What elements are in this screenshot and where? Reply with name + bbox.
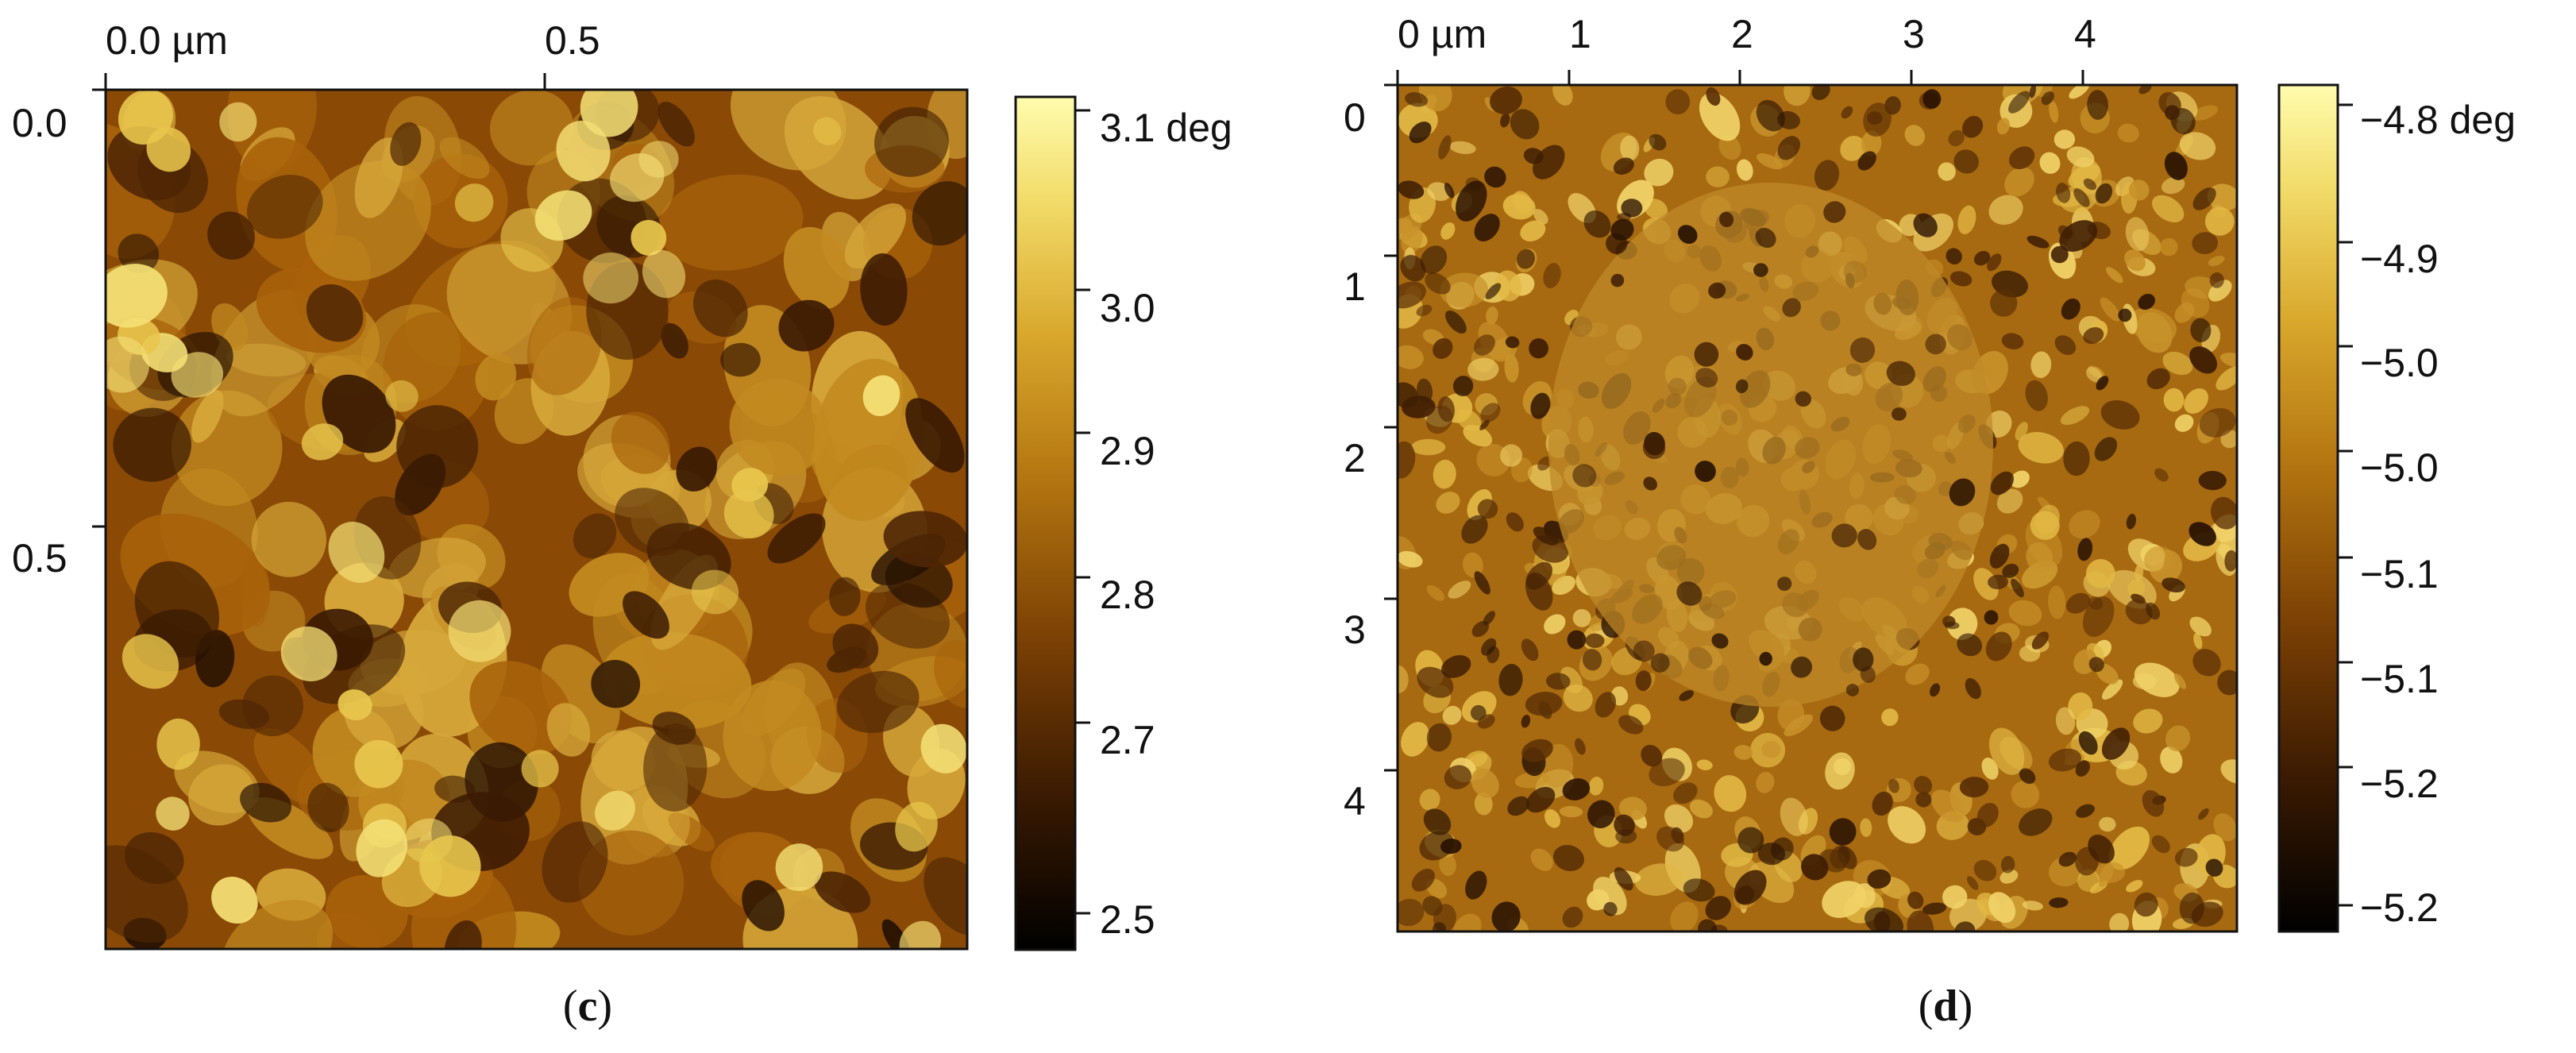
colorbar-tick-label: −4.8 deg (2360, 98, 2516, 142)
x-axis-c: 0.0 µm 0.5 (104, 18, 600, 90)
colorbar-tick-label: −5.2 (2360, 885, 2439, 930)
x-tick-label: 2 (1731, 12, 1753, 56)
colorbar-tick-label: 3.1 deg (1100, 106, 1232, 150)
y-tick-label: 0.0 (12, 101, 67, 145)
afm-image-d (1396, 83, 2239, 933)
x-tick-label: 1 (1569, 12, 1591, 56)
afm-image-c (104, 88, 969, 951)
y-tick-label: 2 (1344, 436, 1366, 480)
colorbar-tick-label: −5.0 (2360, 341, 2439, 385)
colorbar-d: −4.8 deg −4.9 −5.0 −5.0 −5.1 −5.1 −5.2 −… (2277, 83, 2516, 933)
x-axis-d: 0 µm 1 2 3 4 (1396, 12, 2096, 85)
colorbar-tick-label: −5.1 (2360, 657, 2439, 701)
y-tick-label: 0 (1344, 95, 1366, 140)
colorbar-tick-label: 2.7 (1100, 718, 1155, 762)
y-tick-label: 3 (1344, 608, 1366, 652)
y-axis-c: 0.0 0.5 (12, 88, 106, 580)
colorbar-tick-label: −5.2 (2360, 762, 2439, 806)
colorbar-tick-label: −5.0 (2360, 446, 2439, 490)
x-tick-label: 0 µm (1398, 12, 1487, 56)
panel-d: 0 µm 1 2 3 4 0 1 2 3 4 (1344, 12, 2516, 1031)
panel-caption-d: (d) (1919, 982, 1972, 1031)
colorbar-tick-label: −4.9 (2360, 237, 2439, 281)
colorbar-tick-label: −5.1 (2360, 552, 2439, 596)
colorbar-tick-label: 2.9 (1100, 429, 1155, 473)
panel-c: 0.0 µm 0.5 0.0 0.5 3.1 deg 3.0 2.9 2.8 2… (12, 18, 1232, 1031)
y-tick-label: 1 (1344, 264, 1366, 309)
y-tick-label: 4 (1344, 779, 1366, 824)
colorbar-tick-label: 2.8 (1100, 573, 1155, 617)
x-tick-label: 3 (1903, 12, 1925, 56)
y-tick-label: 0.5 (12, 536, 67, 580)
colorbar-tick-label: 3.0 (1100, 286, 1155, 330)
colorbar-c: 3.1 deg 3.0 2.9 2.8 2.7 2.5 (1014, 95, 1232, 951)
x-tick-label: 4 (2074, 12, 2096, 56)
y-axis-d: 0 1 2 3 4 (1344, 83, 1398, 824)
x-tick-label: 0.5 (545, 18, 600, 63)
colorbar-tick-label: 2.5 (1100, 897, 1155, 942)
panel-caption-c: (c) (563, 982, 612, 1031)
x-tick-label: 0.0 µm (106, 18, 228, 63)
